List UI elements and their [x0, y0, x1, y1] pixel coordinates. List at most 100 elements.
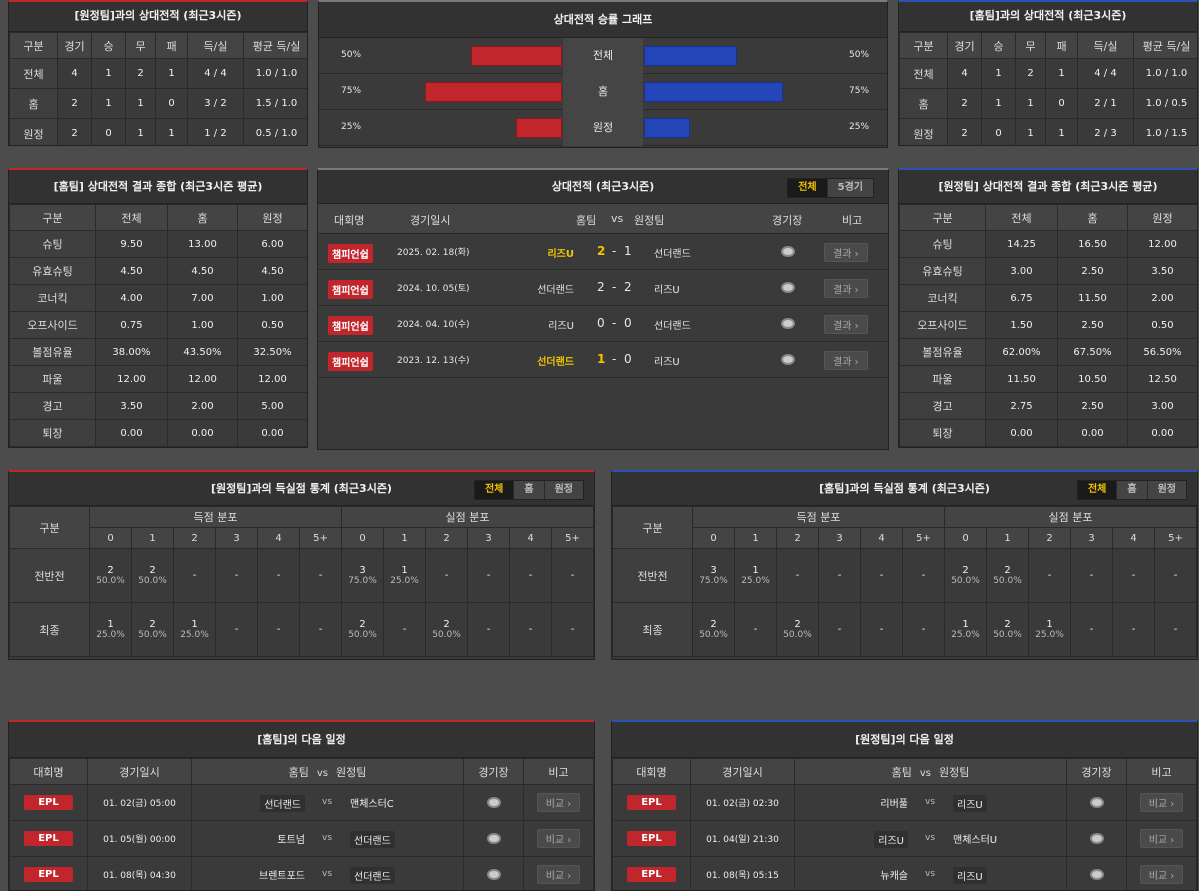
count: 2 [962, 565, 969, 576]
count: 1 [1046, 619, 1053, 630]
home-score: 1 [597, 352, 606, 366]
percent: 50.0% [783, 630, 812, 640]
dist-cell: - [551, 548, 594, 603]
dist-cell: - [734, 602, 777, 657]
toggle-home[interactable]: 홈 [1116, 481, 1146, 499]
cell: 0 [1045, 88, 1078, 119]
cell: 5.00 [237, 392, 307, 420]
toggle-all[interactable]: 전체 [474, 481, 514, 499]
cell: 32.50% [237, 338, 307, 366]
col-header: 홈팀 [576, 214, 597, 227]
count: 2 [794, 619, 801, 630]
toggle-home[interactable]: 홈 [513, 481, 543, 499]
count: - [1173, 570, 1178, 581]
result-button[interactable]: 결과 › [824, 279, 868, 298]
row-label: 오프사이드 [899, 311, 986, 339]
cell: 1.0 / 1.0 [243, 58, 307, 89]
dist-cell: 2 50.0% [131, 548, 174, 603]
table-row: 퇴장 0.00 0.00 0.00 [9, 419, 307, 447]
row-label: 유효슈팅 [9, 257, 96, 285]
cell: 10.50 [1057, 365, 1128, 393]
note-cell: 비교 › [1126, 856, 1197, 890]
venue-cell [463, 784, 524, 821]
col-header: 패 [1045, 32, 1078, 59]
col-header: 대회명 [334, 214, 365, 227]
table-row: 볼점유율 38.00% 43.50% 32.50% [9, 338, 307, 366]
cell: 4 / 4 [187, 58, 244, 89]
result-button[interactable]: 결과 › [824, 351, 868, 370]
compare-button[interactable]: 비교 › [536, 829, 581, 848]
col-header: 득/실 [1077, 32, 1134, 59]
toggle-all[interactable]: 전체 [788, 179, 827, 197]
goals-home-toggle[interactable]: 전체 홈 원정 [1076, 480, 1187, 500]
scored-header: 득점 분포 [89, 506, 342, 528]
next-away-table: 대회명 경기일시 홈팀 vs 원정팀 경기장 비고 EPL 01. 02(금) 02:30 리버풀… [612, 758, 1197, 890]
dist-cell: - [818, 602, 861, 657]
count: 2 [710, 619, 717, 630]
graph-row: 50% 전체 50% [319, 38, 887, 74]
count: 2 [443, 619, 450, 630]
recent-toggle[interactable]: 전체 5경기 [787, 178, 874, 198]
compare-button[interactable]: 비교 › [536, 793, 581, 812]
vs-label: vs [925, 869, 936, 879]
cell: 2.50 [1057, 311, 1128, 339]
away-team: 리즈U [654, 357, 680, 368]
venue-cell [463, 856, 524, 890]
h2h-away-panel: [원정팀]과의 상대전적 (최근3시즌) 구분 경기 승 무 패 득/실 평균 득/실 전체 4… [8, 0, 308, 146]
cell: 12.00 [95, 365, 168, 393]
count: 3 [710, 565, 717, 576]
bucket-header: 1 [986, 527, 1029, 549]
cell: 0.50 [1127, 311, 1197, 339]
row-label: 원정 [9, 118, 58, 145]
dist-cell: - [215, 548, 258, 603]
cell: 13.00 [167, 230, 238, 258]
result-button[interactable]: 결과 › [824, 243, 868, 262]
toggle-5games[interactable]: 5경기 [826, 179, 873, 197]
col-header: 평균 득/실 [1133, 32, 1197, 59]
goals-away-toggle[interactable]: 전체 홈 원정 [473, 480, 584, 500]
cell: 0.00 [1127, 419, 1197, 447]
cell: 0.00 [1057, 419, 1128, 447]
cell: 11.50 [1057, 284, 1128, 312]
toggle-all[interactable]: 전체 [1077, 481, 1117, 499]
bucket-header: 1 [131, 527, 174, 549]
compare-button[interactable]: 비교 › [1139, 865, 1184, 884]
count: - [318, 624, 323, 635]
header-row: 대회명 경기일시 홈팀 vs 원정팀 경기장 비고 [612, 758, 1197, 785]
venue-cell [463, 820, 524, 857]
league-badge: EPL [24, 795, 73, 810]
note-cell: 비교 › [523, 820, 594, 857]
cell: 0.00 [95, 419, 168, 447]
dist-cell: - [902, 548, 945, 603]
compare-button[interactable]: 비교 › [1139, 793, 1184, 812]
toggle-away[interactable]: 원정 [1146, 481, 1186, 499]
cell: 4.00 [95, 284, 168, 312]
table-row: EPL 01. 04(일) 21:30 리즈U vs 맨체스터U 비교 › [612, 820, 1197, 857]
percent: 75.0% [348, 576, 377, 586]
left-pct: 50% [341, 50, 362, 60]
league-cell: EPL [9, 784, 88, 821]
cell: 2 [947, 118, 982, 145]
result-button[interactable]: 결과 › [824, 315, 868, 334]
cell: 0 [91, 118, 126, 145]
toggle-away[interactable]: 원정 [543, 481, 583, 499]
bucket-header: 5+ [1154, 527, 1197, 549]
away-team: 리즈U [654, 285, 680, 296]
count: - [528, 624, 533, 635]
graph-row-label: 전체 [563, 38, 643, 74]
percent: 25.0% [96, 630, 125, 640]
compare-button[interactable]: 비교 › [1139, 829, 1184, 848]
vs-label: vs [322, 833, 333, 843]
percent: 50.0% [951, 576, 980, 586]
cell: 1.00 [167, 311, 238, 339]
cell: 0 [155, 88, 188, 119]
next-home-table: 대회명 경기일시 홈팀 vs 원정팀 경기장 비고 EPL 01. 02(금) 05:00 선더랜… [9, 758, 594, 890]
match-date: 01. 04(일) 21:30 [690, 820, 795, 857]
league-cell: EPL [612, 784, 691, 821]
compare-button[interactable]: 비교 › [536, 865, 581, 884]
dist-cell: 2 50.0% [986, 548, 1029, 603]
col-header: 평균 득/실 [243, 32, 307, 59]
cell: 2 [947, 88, 982, 119]
count: - [570, 624, 575, 635]
row-label: 홈 [899, 88, 948, 119]
